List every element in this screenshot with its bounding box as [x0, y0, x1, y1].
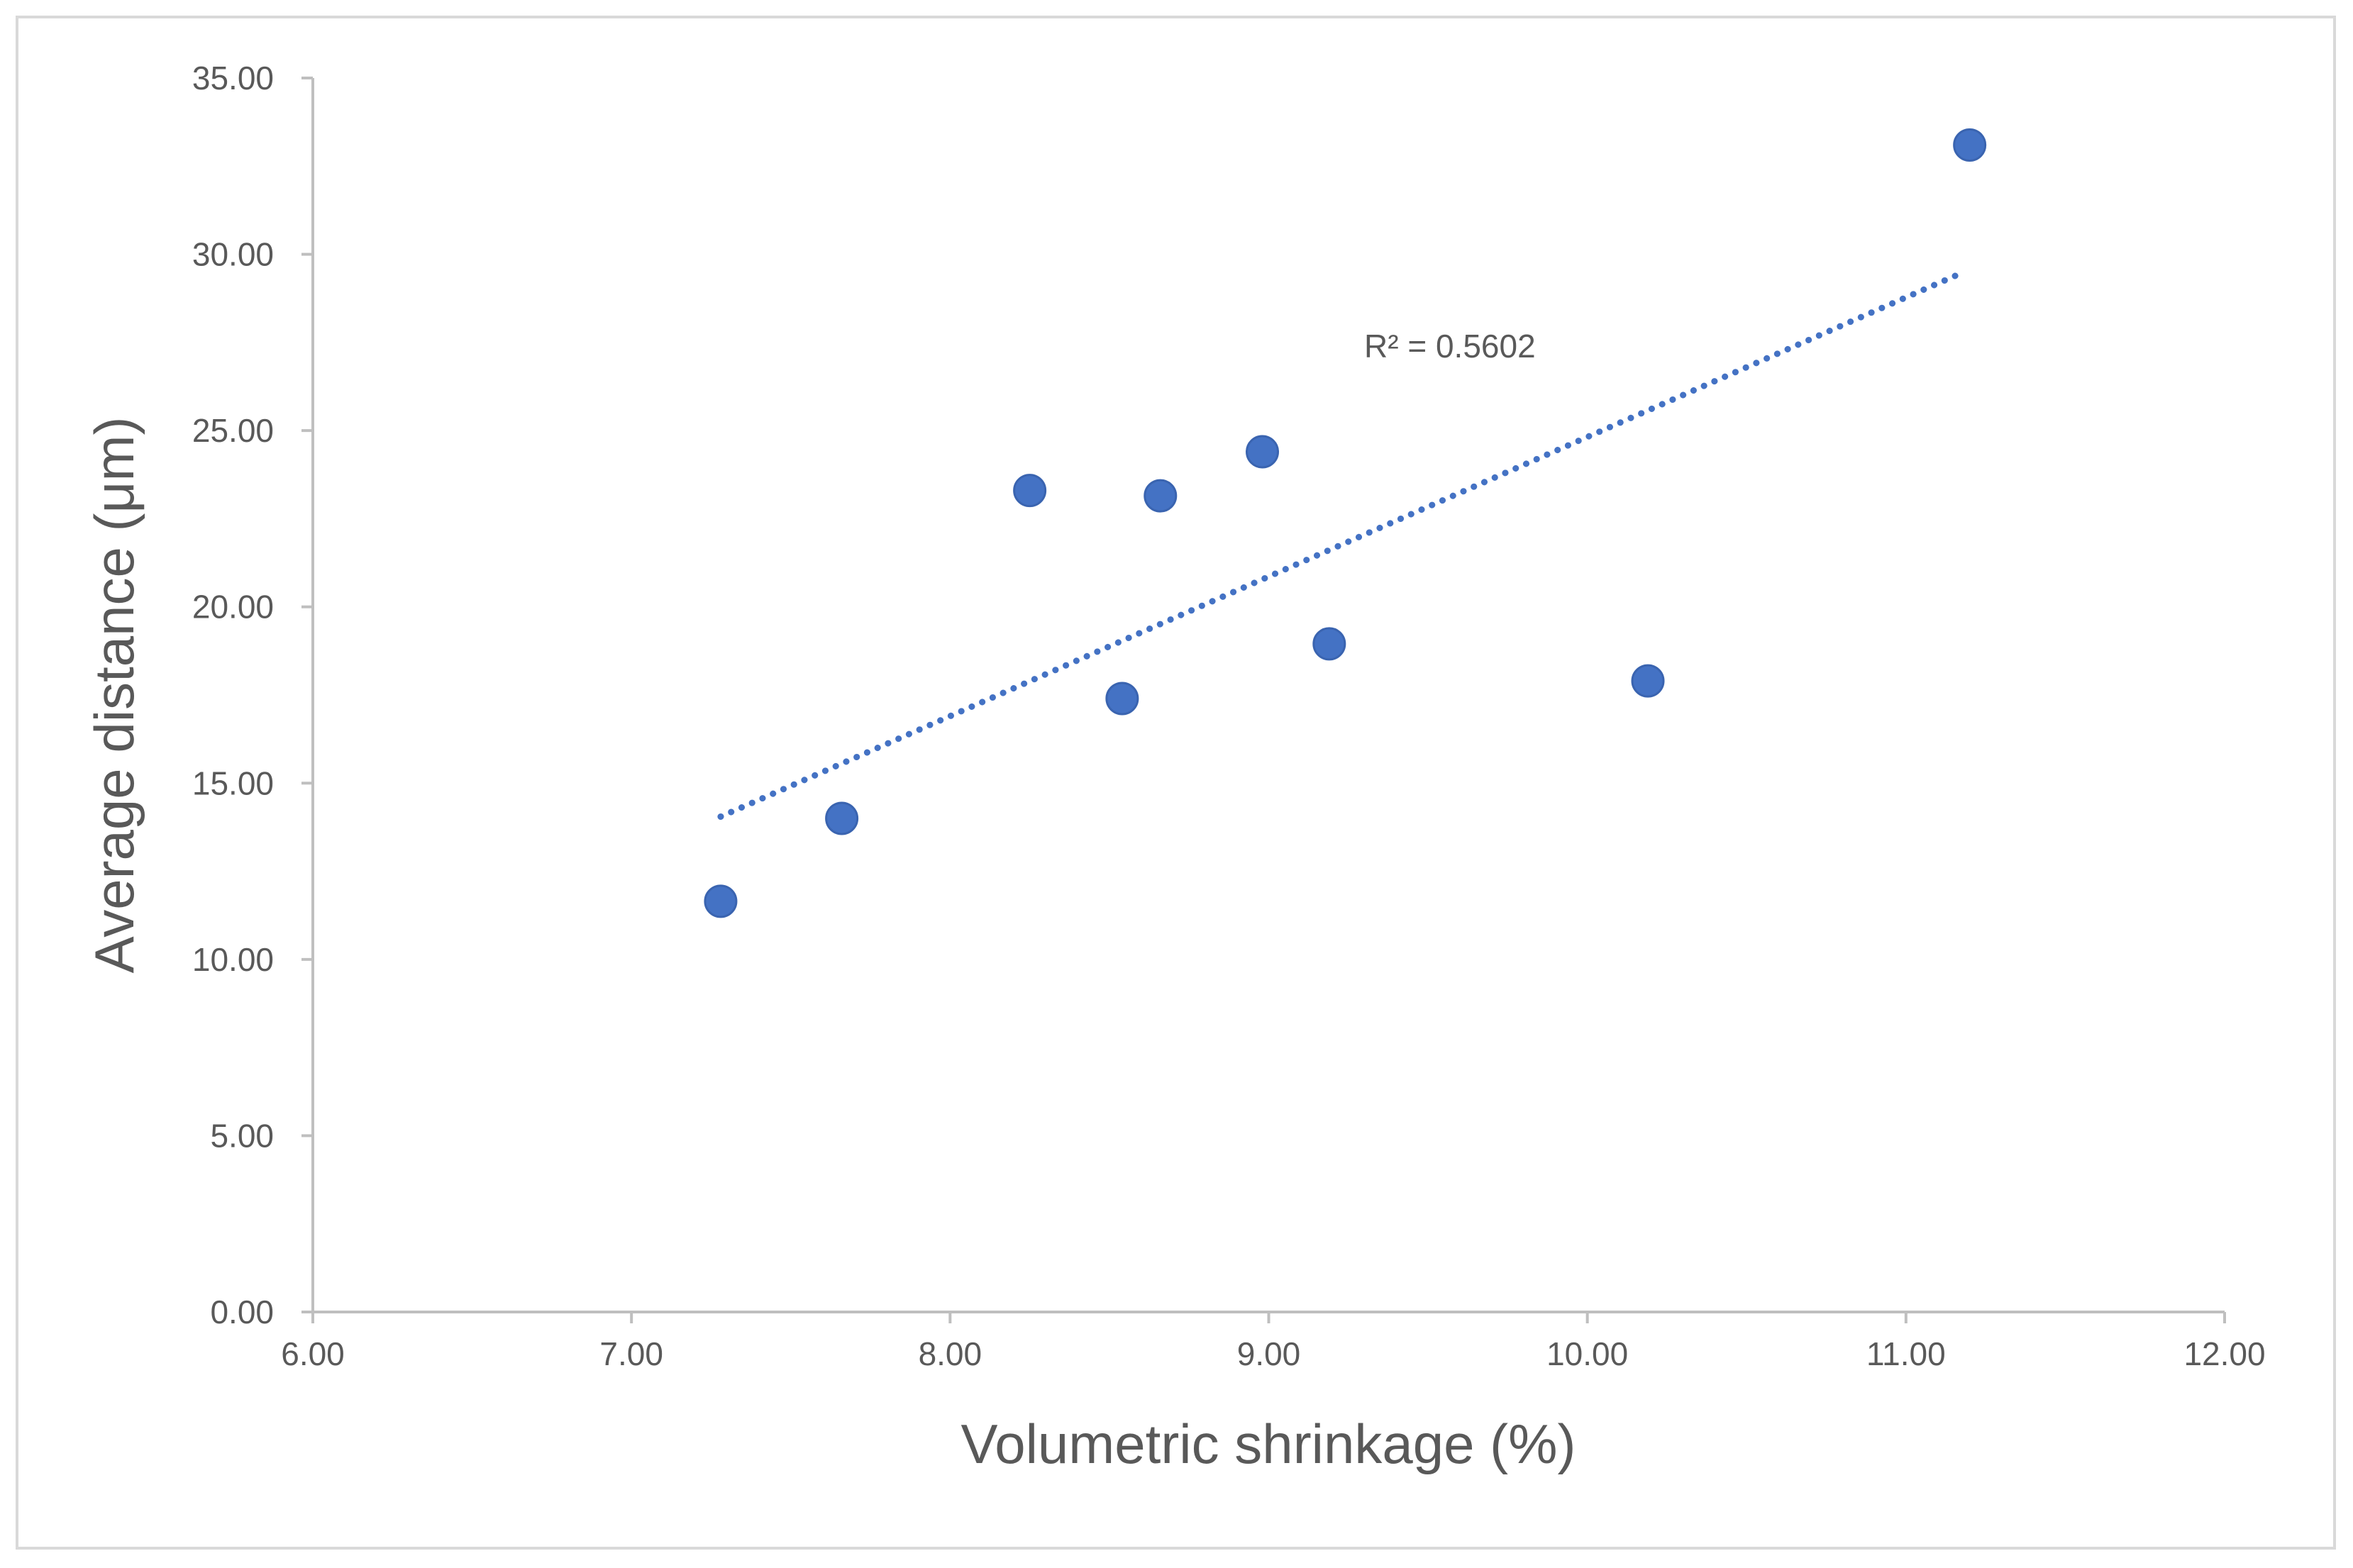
x-axis-title: Volumetric shrinkage (%) [961, 1413, 1576, 1475]
y-tick-label: 5.00 [210, 1117, 274, 1154]
y-tick-label: 15.00 [192, 764, 274, 801]
y-tick-label: 10.00 [192, 941, 274, 978]
scatter-point [1312, 627, 1346, 661]
trendline-group [717, 270, 1964, 821]
x-tick-label: 10.00 [1546, 1335, 1628, 1372]
x-tick-label: 6.00 [281, 1335, 345, 1372]
data-points [704, 128, 1987, 918]
y-tick-label: 0.00 [210, 1294, 274, 1330]
y-tick-label: 35.00 [192, 60, 274, 96]
axes [311, 78, 2225, 1313]
x-tick-label: 11.00 [1866, 1335, 1946, 1372]
y-axis-title: Average distance (μm) [83, 417, 145, 974]
scatter-point [1105, 682, 1139, 716]
x-tick-label: 12.00 [2183, 1335, 2265, 1372]
scatter-point [704, 884, 738, 918]
x-axis-ticks: 6.00 7.00 8.00 9.00 10.00 11.00 12.00 [281, 1312, 2266, 1372]
y-tick-label: 30.00 [192, 236, 274, 273]
y-tick-label: 25.00 [192, 412, 274, 449]
scatter-point [1953, 128, 1987, 162]
x-tick-label: 9.00 [1237, 1335, 1301, 1372]
y-tick-label: 20.00 [192, 589, 274, 625]
trendline [717, 270, 1964, 821]
scatter-point [1631, 664, 1665, 698]
scatter-point [1144, 479, 1178, 513]
x-tick-label: 7.00 [599, 1335, 663, 1372]
y-axis-ticks: 0.00 5.00 10.00 15.00 20.00 25.00 30.00 35.00 [192, 60, 313, 1330]
chart-frame [16, 16, 2336, 1550]
scatter-point [825, 801, 859, 835]
r-squared-annotation: R² = 0.5602 [1364, 328, 1536, 365]
scatter-point [1013, 474, 1047, 508]
scatter-point [1246, 435, 1280, 469]
x-tick-label: 8.00 [919, 1335, 982, 1372]
